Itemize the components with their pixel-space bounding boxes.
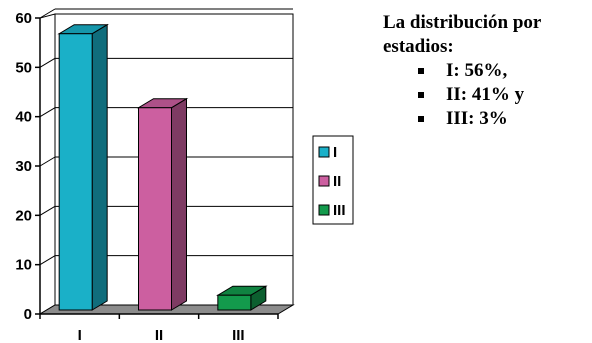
bar-side-II xyxy=(171,97,187,311)
bar-front-III xyxy=(217,294,252,311)
stage-item-3: III: 3% xyxy=(418,107,592,131)
legend-label-I: I xyxy=(333,144,337,161)
y-tick-label-0: 0 xyxy=(24,306,32,323)
x-tick-labels: I II III xyxy=(78,327,245,343)
legend-swatch-III xyxy=(318,204,330,216)
bullet-icon xyxy=(418,92,424,98)
stage-item-2: II: 41% y xyxy=(418,83,592,107)
bar-II xyxy=(136,97,189,311)
gridline-side-2 xyxy=(39,205,56,216)
bullet-icon xyxy=(418,116,424,122)
bar-side-I xyxy=(91,23,108,311)
y-tick-label-10: 10 xyxy=(15,257,32,274)
x-tick-label-I: I xyxy=(78,327,82,343)
bar-front-II xyxy=(138,107,172,311)
side-heading: La distribución por estadios: xyxy=(383,12,542,57)
y-tick-label-30: 30 xyxy=(15,158,32,175)
gridline-side-3 xyxy=(39,156,56,167)
y-tick-label-50: 50 xyxy=(15,59,32,76)
gridline-side-4 xyxy=(39,107,56,118)
stage-distribution-text: La distribución por estadios: I: 56%, II… xyxy=(383,11,592,131)
bullet-icon xyxy=(418,68,424,74)
axes xyxy=(35,17,279,319)
stage-list: I: 56%, II: 41% y III: 3% xyxy=(383,59,592,131)
x-tick-label-II: II xyxy=(155,327,163,343)
y-tick-label-60: 60 xyxy=(15,10,32,27)
legend-swatch-I xyxy=(318,146,330,158)
bars xyxy=(57,23,268,311)
legend-label-II: II xyxy=(333,173,341,190)
gridline-side-6 xyxy=(39,8,56,19)
y-tick-label-20: 20 xyxy=(15,207,32,224)
bar-III xyxy=(216,285,268,311)
y-tick-label-40: 40 xyxy=(15,109,32,126)
legend-swatch-II xyxy=(318,175,330,187)
bar-front-I xyxy=(58,33,93,311)
stage-item-1: I: 56%, xyxy=(418,59,592,83)
y-tick-labels: 0 10 20 30 40 50 60 xyxy=(15,10,32,323)
gridline-side-1 xyxy=(39,255,56,266)
gridline-side-5 xyxy=(39,57,56,68)
bar-I xyxy=(57,23,109,311)
x-tick-label-III: III xyxy=(232,327,245,343)
legend-label-III: III xyxy=(333,202,346,219)
side-wall xyxy=(39,13,56,315)
